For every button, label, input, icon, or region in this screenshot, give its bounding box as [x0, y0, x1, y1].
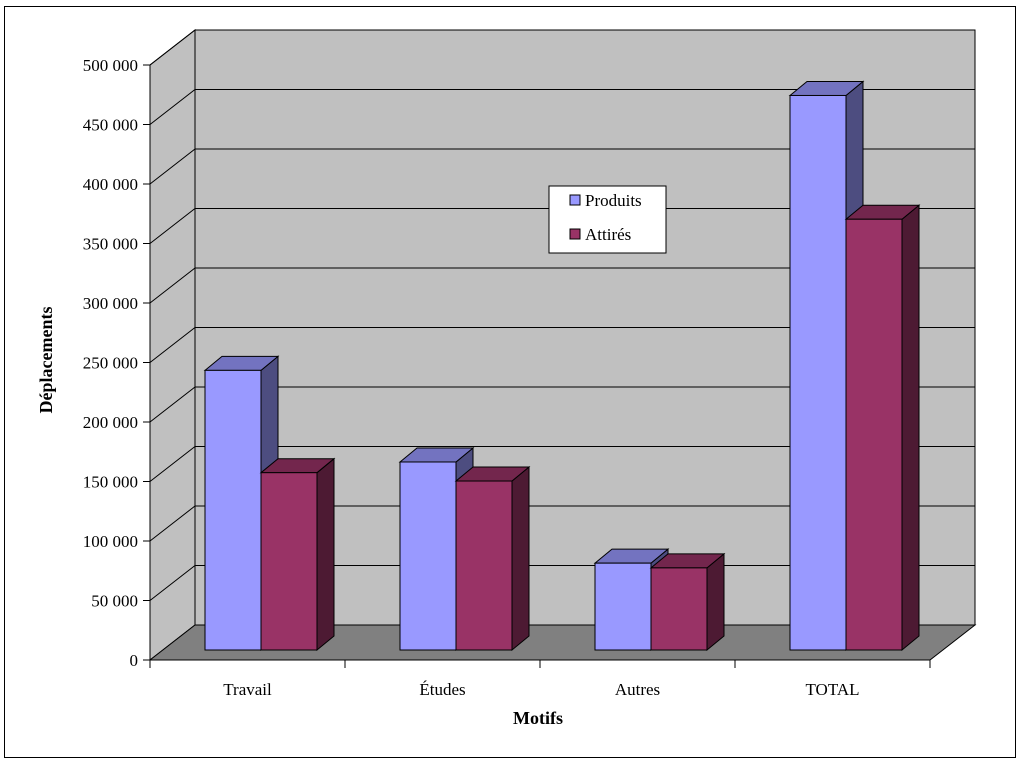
y-tick-label: 500 000: [83, 56, 138, 75]
bar-front: [399, 461, 457, 651]
x-tick-label: Études: [419, 680, 465, 699]
legend-label-attires: Attirés: [585, 225, 631, 244]
y-tick-label: 300 000: [83, 294, 138, 313]
y-tick-label: 150 000: [83, 473, 138, 492]
bar-front: [204, 369, 262, 651]
bar-attirés-total: [844, 204, 921, 652]
gridline: [149, 208, 975, 244]
bar-front: [594, 562, 652, 651]
gridline: [149, 29, 975, 66]
gridline: [149, 89, 975, 125]
bar-front: [789, 94, 847, 651]
bar-side: [316, 457, 335, 652]
gridline: [149, 327, 975, 363]
y-tick-label: 250 000: [83, 354, 138, 373]
legend-label-produits: Produits: [585, 191, 642, 210]
legend: Produits Attirés: [548, 185, 667, 254]
bar-front: [455, 480, 513, 651]
x-axis-title: Motifs: [513, 708, 563, 728]
bar-side: [901, 204, 920, 652]
y-tick-label: 100 000: [83, 532, 138, 551]
gridline: [149, 386, 975, 423]
bar-front: [260, 472, 318, 651]
y-tick-label: 200 000: [83, 413, 138, 432]
bar-front: [845, 218, 903, 651]
gridline: [149, 446, 975, 482]
gridline: [149, 505, 975, 542]
bar-side: [706, 552, 725, 652]
bar-attirés-études: [454, 465, 531, 652]
bars: [203, 80, 921, 652]
y-tick-label: 400 000: [83, 175, 138, 194]
y-tick-label: 350 000: [83, 235, 138, 254]
y-tick-label: 0: [130, 651, 139, 670]
x-tick-label: TOTAL: [805, 680, 859, 699]
bar-side: [511, 465, 530, 652]
gridline: [149, 148, 975, 185]
y-tick-label: 450 000: [83, 116, 138, 135]
legend-swatch-attires: [569, 228, 581, 240]
bar-attirés-autres: [649, 552, 726, 652]
y-axis-ticks: 0 50 000 100 000 150 000 200 000 250 000 300 0…: [83, 56, 150, 670]
legend-box: [548, 185, 667, 254]
x-tick-label: Travail: [223, 680, 272, 699]
legend-swatch-produits: [569, 194, 581, 206]
y-tick-label: 50 000: [91, 592, 138, 611]
bar-attirés-travail: [259, 457, 336, 652]
x-axis-ticks: Travail Études Autres TOTAL: [149, 660, 931, 699]
gridline: [149, 267, 975, 304]
bar-front: [650, 567, 708, 651]
y-axis-title: Déplacements: [36, 307, 56, 414]
x-tick-label: Autres: [615, 680, 660, 699]
